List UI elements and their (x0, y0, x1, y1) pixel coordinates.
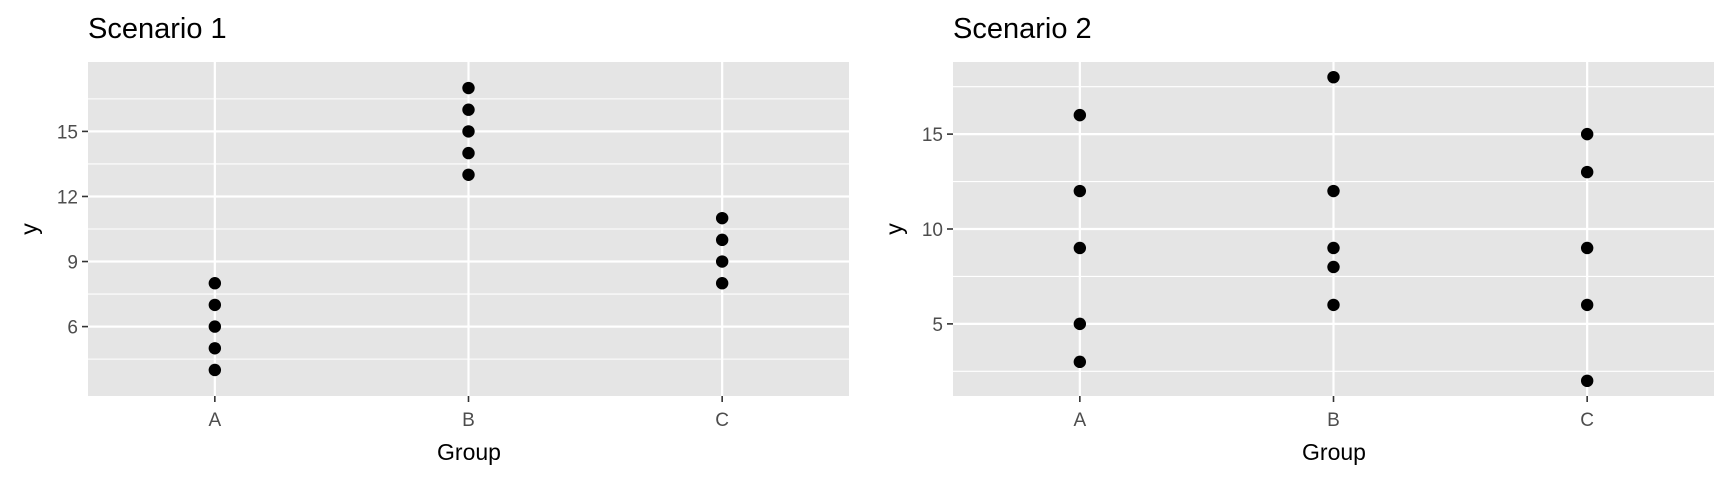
data-point (462, 103, 475, 116)
data-point (208, 298, 222, 312)
x-tick-label: B (462, 410, 475, 431)
scenario-2-title: Scenario 2 (953, 13, 1092, 45)
data-point (1580, 241, 1594, 255)
data-point (1073, 108, 1087, 122)
scenario-2-x-axis-label: Group (1302, 439, 1366, 465)
scenario-1-plot-area: 6 9 12 15 A B C (57, 62, 849, 431)
y-tick-label: 12 (57, 187, 78, 208)
y-tick-label: 9 (67, 253, 78, 274)
y-tick-label: 5 (932, 315, 943, 336)
data-point (715, 255, 729, 268)
y-tick-label: 6 (67, 318, 78, 339)
scenario-2-y-axis-label: y (881, 223, 907, 235)
scenario-1-y-axis-label: y (16, 223, 42, 235)
data-point (1073, 184, 1087, 198)
x-tick-label: B (1327, 410, 1340, 431)
y-tick-label: 15 (922, 125, 943, 146)
scenario-2-plot-area: 5 10 15 A B C (922, 62, 1714, 431)
data-point (1327, 184, 1340, 198)
x-tick-label: C (715, 410, 729, 431)
data-point (1073, 317, 1087, 331)
x-tick-label: A (208, 410, 221, 431)
data-point (462, 125, 475, 138)
data-point (1073, 355, 1087, 369)
data-point (1073, 241, 1087, 255)
x-tick-label: A (1073, 410, 1086, 431)
x-tick-label: C (1580, 410, 1594, 431)
scenario-1-x-axis-label: Group (437, 439, 501, 465)
data-point (462, 168, 475, 181)
data-point (1580, 374, 1594, 388)
data-point (715, 211, 729, 225)
y-tick-label: 15 (57, 122, 78, 143)
data-point (1327, 70, 1340, 84)
data-point (208, 320, 222, 333)
data-point (208, 342, 222, 355)
scenario-1-panel: 6 9 12 15 A B C Scenario 1 Group y (16, 13, 849, 465)
data-point (715, 277, 729, 290)
data-point (1580, 127, 1594, 141)
data-point (1580, 298, 1594, 312)
data-point (1327, 241, 1340, 255)
y-tick-label: 10 (922, 220, 943, 241)
data-point (1327, 260, 1340, 274)
data-point (208, 277, 222, 290)
data-point (208, 363, 222, 377)
scenario-1-title: Scenario 1 (88, 13, 227, 45)
data-point (715, 233, 729, 247)
scenario-2-panel: 5 10 15 A B C Scenario 2 Group y (881, 13, 1714, 465)
data-point (462, 146, 475, 160)
data-point (1327, 298, 1340, 312)
data-point (462, 81, 475, 95)
data-point (1580, 165, 1594, 179)
